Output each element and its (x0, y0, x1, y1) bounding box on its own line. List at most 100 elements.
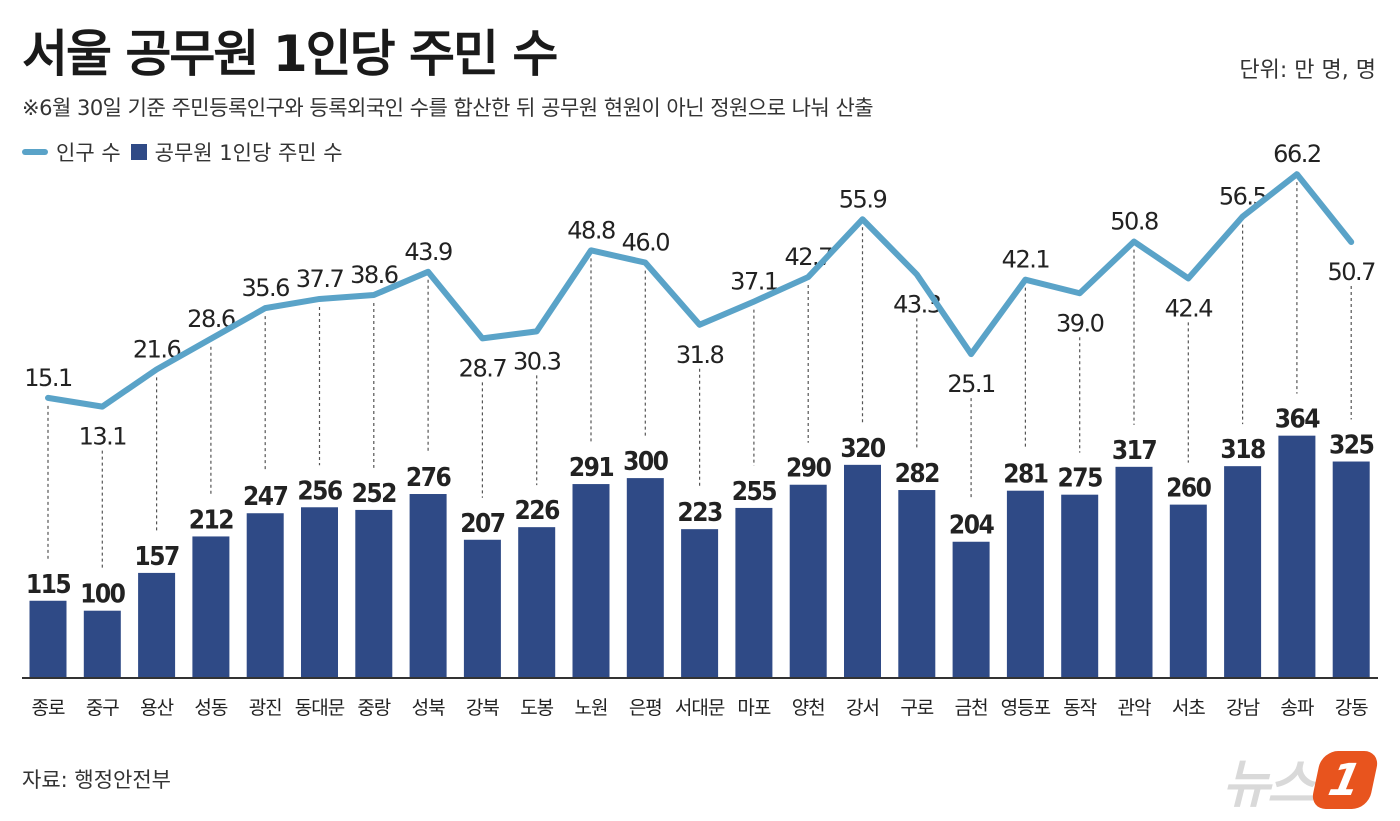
population-value-label: 15.1 (24, 364, 72, 392)
category-label: 동대문 (295, 697, 345, 719)
population-value-label: 55.9 (839, 185, 887, 213)
bar-value-label: 290 (786, 454, 832, 484)
population-line (45, 171, 1355, 410)
bar-중랑 (355, 509, 393, 677)
bar-금천 (952, 541, 990, 677)
bar-동대문 (301, 507, 338, 677)
bar-value-label: 325 (1329, 431, 1374, 461)
bar-서초 (1169, 504, 1207, 677)
legend-label-per-official: 공무원 1인당 주민 수 (154, 141, 343, 165)
bar-value-label: 291 (569, 453, 614, 483)
population-value-label: 35.6 (241, 274, 289, 302)
population-value-label: 42.4 (1165, 294, 1213, 322)
population-value-label: 50.7 (1327, 258, 1375, 286)
category-label: 마포 (737, 697, 770, 719)
bar-양천 (789, 484, 827, 677)
category-label: 서대문 (675, 697, 725, 719)
category-label: 은평 (629, 697, 662, 719)
bar-value-label: 204 (949, 511, 995, 541)
population-value-label: 28.7 (459, 354, 507, 382)
legend-bar-swatch (130, 144, 147, 160)
logo-text: 뉴스 (1222, 755, 1315, 815)
legend-label-population: 인구 수 (56, 141, 121, 165)
bar-value-label: 212 (189, 505, 234, 535)
category-label: 노원 (575, 697, 608, 719)
bar-송파 (1278, 435, 1316, 677)
logo-mark: 1 (1309, 750, 1381, 809)
bar-value-label: 226 (515, 496, 561, 526)
bar-value-label: 364 (1275, 405, 1321, 435)
population-value-label: 48.8 (567, 216, 615, 244)
population-value-label: 42.1 (1002, 246, 1050, 274)
bar-용산 (138, 572, 176, 677)
category-label: 서초 (1172, 697, 1205, 719)
population-value-label: 37.7 (296, 265, 344, 293)
category-label: 관악 (1118, 697, 1151, 719)
bar-동작 (1061, 494, 1099, 677)
bar-value-label: 260 (1166, 474, 1212, 504)
category-label: 송파 (1280, 697, 1313, 719)
bar-구로 (898, 490, 936, 677)
population-value-label: 50.8 (1110, 208, 1158, 236)
population-value-label: 25.1 (947, 370, 995, 398)
bar-성동 (192, 536, 230, 677)
population-value-label: 38.6 (350, 261, 398, 289)
bar-광진 (246, 513, 284, 677)
category-label: 중구 (86, 697, 119, 719)
news1-logo: 뉴스 1 (1222, 742, 1381, 817)
bar-value-label: 282 (895, 459, 940, 489)
population-value-label: 31.8 (676, 341, 724, 369)
bar-종로 (29, 600, 67, 677)
category-label: 강북 (466, 697, 499, 719)
category-label: 광진 (249, 697, 282, 719)
population-value-label: 13.1 (79, 423, 127, 451)
population-value-label: 46.0 (622, 229, 670, 257)
chart-note: ※6월 30일 기준 주민등록인구와 등록외국인 수를 합산한 뒤 공무원 현원… (22, 96, 874, 120)
bar-value-label: 252 (352, 479, 397, 509)
population-value-label: 30.3 (513, 347, 561, 375)
bar-value-label: 317 (1112, 436, 1157, 466)
bar-강동 (1332, 461, 1370, 677)
category-label: 강동 (1335, 697, 1368, 719)
chart-title: 서울 공무원 1인당 주민 수 (22, 25, 558, 83)
bar-도봉 (518, 527, 556, 677)
source-label: 자료: 행정안전부 (22, 768, 171, 792)
bar-강서 (844, 464, 881, 677)
category-label: 구로 (900, 697, 933, 719)
bar-value-label: 223 (677, 498, 722, 528)
bar-노원 (572, 484, 610, 677)
bar-value-label: 247 (243, 482, 288, 512)
legend: 인구 수 공무원 1인당 주민 수 (22, 137, 343, 167)
bar-성북 (409, 494, 447, 677)
population-value-label: 39.0 (1056, 309, 1104, 337)
bar-강북 (463, 539, 501, 677)
bar-중구 (83, 610, 121, 677)
bar-value-label: 320 (840, 434, 886, 464)
category-label: 동작 (1063, 697, 1096, 719)
bar-value-label: 207 (460, 509, 505, 539)
category-label: 강남 (1226, 697, 1259, 719)
category-label: 영등포 (1001, 697, 1051, 719)
bar-마포 (735, 507, 773, 677)
category-label: 용산 (140, 697, 173, 719)
bar-value-label: 255 (732, 477, 777, 507)
category-label: 종로 (32, 697, 65, 719)
bar-value-label: 300 (623, 447, 669, 477)
legend-item-per-official: 공무원 1인당 주민 수 (130, 137, 343, 167)
category-label: 금천 (955, 697, 988, 719)
bar-value-label: 100 (80, 580, 126, 610)
category-label: 양천 (792, 697, 825, 719)
bar-value-label: 256 (297, 476, 343, 506)
unit-label: 단위: 만 명, 명 (1239, 58, 1376, 83)
bar-서대문 (681, 529, 719, 677)
bar-value-label: 157 (134, 542, 179, 572)
bar-value-label: 318 (1220, 435, 1265, 465)
bar-영등포 (1006, 490, 1044, 677)
legend-item-population: 인구 수 (22, 137, 121, 167)
bar-value-label: 276 (406, 463, 452, 493)
category-label: 도봉 (520, 697, 553, 719)
population-value-label: 66.2 (1273, 140, 1320, 168)
bar-관악 (1115, 466, 1153, 677)
bar-value-label: 115 (26, 570, 71, 600)
